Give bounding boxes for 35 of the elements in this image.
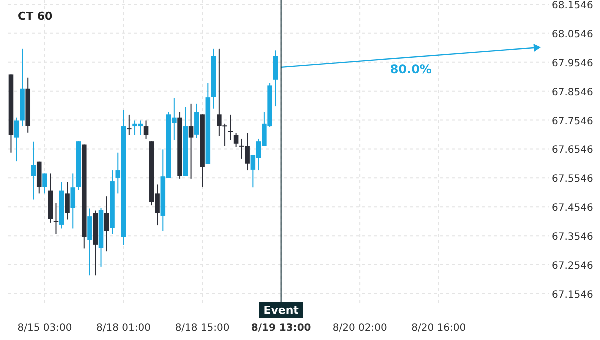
candlestick: [54, 202, 59, 236]
candlestick: [234, 132, 239, 148]
candlestick: [104, 196, 110, 252]
candlestick: [228, 114, 234, 141]
y-tick-label: 68.0546: [552, 29, 594, 40]
candlestick: [31, 141, 36, 200]
y-tick-label: 67.6546: [552, 145, 594, 156]
candlestick: [88, 208, 92, 276]
text: CT 60: [18, 10, 54, 23]
candlestick: [65, 182, 70, 220]
y-tick-label: 67.7546: [552, 116, 594, 128]
x-tick-label: 8/20 02:00: [332, 323, 388, 334]
y-tick-label: 68.1546: [552, 0, 594, 12]
ref-line-label: Event: [264, 304, 299, 317]
y-tick-label: 67.8546: [552, 87, 594, 98]
x-tick-label: 8/19 13:00: [251, 323, 312, 334]
candlestick: [42, 173, 48, 194]
y-tick-label: 67.4546: [552, 203, 594, 214]
candlestick: [188, 103, 194, 180]
candlestick: [273, 50, 278, 108]
y-tick-label: 67.2546: [552, 261, 594, 272]
candlestick: [144, 120, 149, 140]
candlestick: [127, 114, 132, 136]
x-tick-label: 8/18 01:00: [96, 323, 151, 334]
y-tick-label: 67.1546: [552, 290, 594, 301]
candlestick: [70, 173, 76, 230]
candlestick: [14, 117, 20, 162]
y-tick-label: 67.3546: [552, 232, 594, 244]
x-tick-label: 8/20 16:00: [412, 323, 466, 334]
x-tick-label: 8/18 15:00: [175, 323, 230, 334]
x-tick-label: 8/15 03:00: [18, 323, 72, 334]
annotation: 80.0%: [390, 62, 432, 76]
y-tick-label: 67.5546: [552, 174, 594, 186]
y-tick-label: 67.9546: [552, 58, 594, 70]
candlestick: [194, 103, 200, 139]
